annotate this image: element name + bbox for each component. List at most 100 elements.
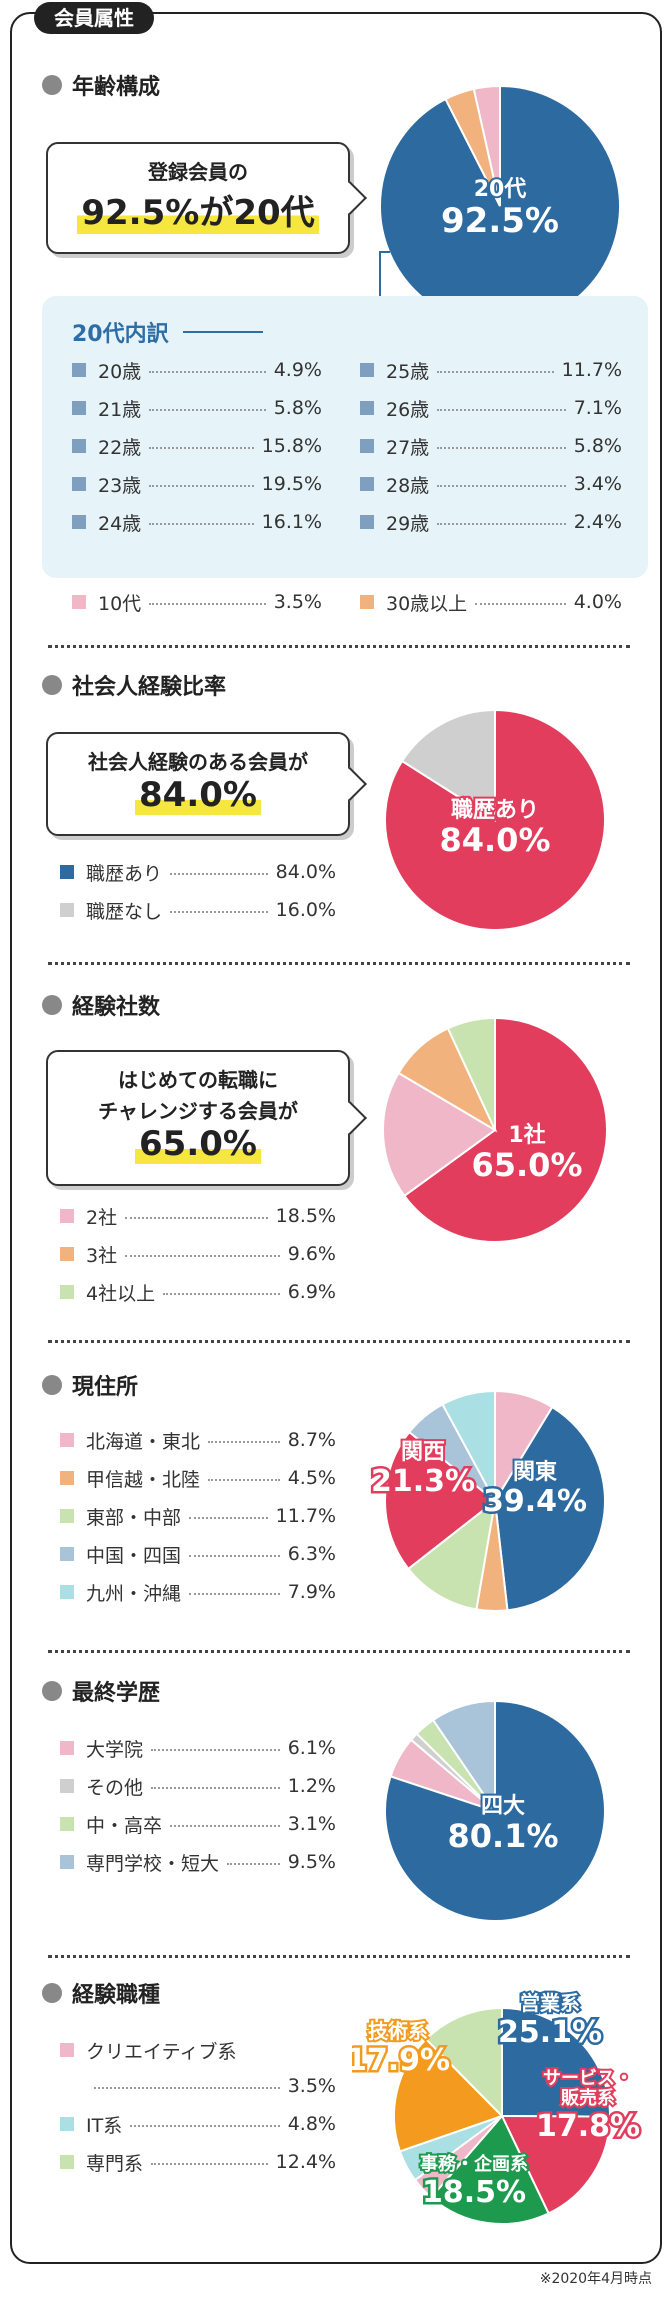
legend-value: 11.7% xyxy=(275,1505,336,1527)
legend-swatch xyxy=(60,865,74,879)
leader-dots xyxy=(151,2163,268,2165)
pie-slice-label: サービス・ xyxy=(543,2068,633,2089)
bullet-icon xyxy=(42,75,62,95)
section-jobs: 経験職種 営業系 25.1% サービス・ 販売系 17.8% 事務・企画系 18.5% 技術系… xyxy=(10,1978,660,2258)
legend-swatch xyxy=(60,903,74,917)
pie-slice-3 xyxy=(472,84,501,207)
leader-dots xyxy=(170,911,268,913)
leader-dots xyxy=(125,1217,268,1219)
legend-swatch xyxy=(360,477,374,491)
legend-label: 24歳 xyxy=(98,512,142,535)
pie-slice-label: 販売系 xyxy=(561,2087,615,2109)
legend-value: 3.1% xyxy=(287,1813,336,1835)
legend-label: 中国・四国 xyxy=(86,1544,182,1567)
age-breakdown-title: 20代内訳 xyxy=(72,316,263,348)
legend-label: 20歳 xyxy=(98,360,142,383)
legend-item: 専門学校・短大 9.5% xyxy=(60,1850,336,1875)
legend-value: 9.6% xyxy=(287,1243,336,1265)
leader-dots xyxy=(149,447,254,449)
leader-dots xyxy=(149,523,254,525)
legend-value: 6.1% xyxy=(287,1737,336,1759)
bullet-icon xyxy=(42,1983,62,2003)
section-career-title: 社会人経験比率 xyxy=(42,670,226,700)
legend-item: クリエイティブ系 xyxy=(60,2038,336,2063)
leader-dots xyxy=(227,1863,280,1865)
bullet-icon xyxy=(42,1375,62,1395)
legend-item: 25歳 11.7% xyxy=(360,358,622,383)
legend-swatch xyxy=(360,595,374,609)
legend-label: 10代 xyxy=(98,592,142,615)
legend-swatch xyxy=(72,439,86,453)
legend-item: 28歳 3.4% xyxy=(360,472,622,497)
legend-item: 職歴なし 16.0% xyxy=(60,898,336,923)
section-residence: 現住所 関東 39.4% 関西 21.3% 北海道・東北 8.7% 甲信越・北陸 4.5% 東… xyxy=(10,1370,660,1640)
legend-item: 24歳 16.1% xyxy=(72,510,322,535)
legend-label: 29歳 xyxy=(386,512,430,535)
leader-dots xyxy=(189,1593,280,1595)
pie-slice-2 xyxy=(500,2114,612,2215)
age-callout-line1: 登録会員の xyxy=(148,160,248,184)
legend-value: 4.9% xyxy=(273,359,322,381)
legend-item: 23歳 19.5% xyxy=(72,472,322,497)
pie-slice-2 xyxy=(382,1071,497,1198)
legend-swatch xyxy=(60,1285,74,1299)
legend-swatch xyxy=(60,1209,74,1223)
legend-swatch xyxy=(360,363,374,377)
legend-value: 3.4% xyxy=(573,473,622,495)
leader-dots xyxy=(437,409,566,411)
legend-item: 九州・沖縄 7.9% xyxy=(60,1580,336,1605)
legend-label: 28歳 xyxy=(386,474,430,497)
pie-slice-label: 事務・企画系 xyxy=(420,2153,528,2175)
pie-slice-1 xyxy=(402,1016,608,1243)
legend-value: 6.3% xyxy=(287,1543,336,1565)
leader-dots xyxy=(149,409,266,411)
legend-value: 12.4% xyxy=(275,2151,336,2173)
section-companies: 経験社数 はじめての転職に チャレンジする会員が 65.0% 1社 65.0% 2… xyxy=(10,990,660,1310)
pie-slice-2 xyxy=(493,1405,606,1612)
bullet-icon xyxy=(42,995,62,1015)
legend-item: 10代 3.5% xyxy=(72,590,322,615)
leader-dots xyxy=(149,371,266,373)
section-age: 年齢構成 登録会員の 92.5%が20代 20代 92.5% 20代内訳 20歳 4… xyxy=(10,70,660,630)
leader-dots xyxy=(170,873,268,875)
legend-label: 北海道・東北 xyxy=(86,1430,201,1453)
legend-value: 18.5% xyxy=(275,1205,336,1227)
legend-value: 7.1% xyxy=(573,397,622,419)
pie-slice-label: 関東 xyxy=(513,1460,557,1485)
legend-item: 甲信越・北陸 4.5% xyxy=(60,1466,336,1491)
legend-value: 4.5% xyxy=(287,1467,336,1489)
legend-item: 大学院 6.1% xyxy=(60,1736,336,1761)
companies-callout-line1: はじめての転職に xyxy=(118,1068,278,1092)
legend-swatch xyxy=(60,1741,74,1755)
pie-slice-label: 関西 xyxy=(401,1440,445,1465)
main-frame xyxy=(10,12,662,2264)
legend-item: 20歳 4.9% xyxy=(72,358,322,383)
pie-slice-value: 65.0% xyxy=(471,1146,582,1184)
legend-label: 中・高卒 xyxy=(86,1814,163,1837)
section-companies-title: 経験社数 xyxy=(42,990,160,1020)
legend-item: 29歳 2.4% xyxy=(360,510,622,535)
legend-item: 27歳 5.8% xyxy=(360,434,622,459)
pie-slice-4 xyxy=(406,1498,497,1611)
legend-item-continued: 3.5% xyxy=(86,2074,336,2098)
legend-item: その他 1.2% xyxy=(60,1774,336,1799)
legend-swatch xyxy=(60,2043,74,2057)
leader-dots xyxy=(151,1749,280,1751)
legend-item: 東部・中部 11.7% xyxy=(60,1504,336,1529)
legend-swatch xyxy=(360,439,374,453)
legend-label: 2社 xyxy=(86,1206,118,1229)
divider xyxy=(48,962,630,965)
age-callout: 登録会員の 92.5%が20代 xyxy=(46,142,367,254)
section-age-title: 年齢構成 xyxy=(42,70,160,100)
divider xyxy=(48,645,630,648)
legend-label: 専門系 xyxy=(86,2152,144,2175)
legend-label: 22歳 xyxy=(98,436,142,459)
section-residence-title: 現住所 xyxy=(42,1370,138,1400)
legend-item: IT系 4.8% xyxy=(60,2112,336,2137)
leader-dots xyxy=(208,1479,280,1481)
divider xyxy=(48,1650,630,1653)
legend-label: 東部・中部 xyxy=(86,1506,182,1529)
legend-item: 3社 9.6% xyxy=(60,1242,336,1267)
divider xyxy=(48,1340,630,1343)
